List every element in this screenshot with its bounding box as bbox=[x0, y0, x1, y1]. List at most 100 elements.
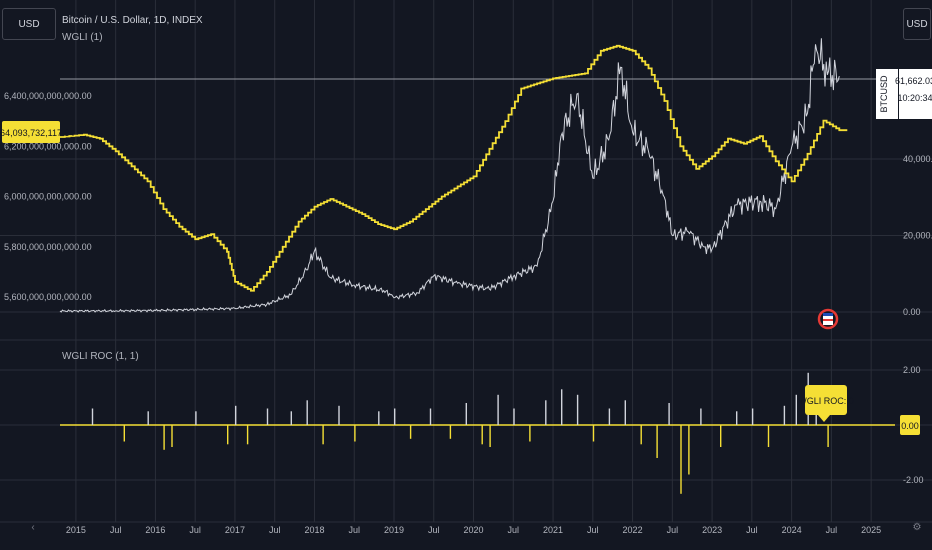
indicator-label[interactable]: WGLI (1) bbox=[62, 32, 103, 43]
btc-price-tag bbox=[899, 69, 932, 119]
left-axis-tick-label: 6,200,000,000,000.00 bbox=[4, 141, 92, 151]
left-currency-button[interactable]: USD bbox=[2, 8, 56, 40]
roc-bar bbox=[680, 425, 682, 494]
roc-axis-tick-label: -2.00 bbox=[903, 475, 924, 485]
symbol-title: Bitcoin / U.S. Dollar, 1D, INDEX bbox=[62, 15, 203, 26]
roc-bar bbox=[783, 405, 786, 426]
roc-bar bbox=[608, 408, 611, 425]
time-axis-tick-label: Jul bbox=[189, 525, 201, 535]
left-axis-tick-label: 5,600,000,000,000.00 bbox=[4, 292, 92, 302]
btc-countdown-text: 10:20:34 bbox=[897, 93, 932, 103]
time-axis-tick-label: Jul bbox=[508, 525, 520, 535]
settings-icon[interactable]: ⚙ bbox=[913, 522, 922, 533]
left-price-axis[interactable]: 6,400,000,000,000.00 6,200,000,000,000.00… bbox=[4, 91, 92, 302]
roc-bar bbox=[449, 425, 452, 439]
roc-bar bbox=[306, 400, 308, 426]
grid-lines bbox=[0, 0, 932, 522]
roc-bar bbox=[246, 425, 249, 445]
right-axis-tick-label: 20,000.00 bbox=[903, 231, 932, 241]
roc-bar bbox=[354, 425, 356, 442]
roc-value-tag bbox=[900, 415, 920, 435]
roc-price-axis[interactable]: 2.00 -2.00 bbox=[903, 365, 924, 485]
btc-price-series bbox=[59, 38, 840, 313]
roc-bar bbox=[163, 425, 165, 450]
time-axis-tick-label: 2015 bbox=[66, 525, 86, 535]
roc-bar bbox=[751, 408, 754, 425]
roc-bar bbox=[767, 425, 770, 447]
roc-bar bbox=[736, 411, 738, 426]
roc-bar bbox=[656, 425, 658, 458]
roc-bar bbox=[195, 411, 197, 426]
roc-bar bbox=[481, 425, 483, 445]
roc-bar bbox=[700, 408, 702, 425]
btc-price-text: 61,662.03 bbox=[895, 76, 932, 86]
roc-bar bbox=[624, 400, 626, 426]
roc-histogram bbox=[91, 372, 829, 494]
roc-bar bbox=[795, 394, 797, 426]
roc-bar bbox=[147, 411, 149, 426]
btc-symbol-text: BTCUSD bbox=[879, 75, 889, 113]
roc-tooltip: WGLI ROC: 0 bbox=[798, 385, 854, 422]
time-axis-tick-label: 2021 bbox=[543, 525, 563, 535]
roc-bar bbox=[576, 394, 579, 426]
roc-bar bbox=[668, 403, 670, 425]
roc-bar bbox=[91, 408, 94, 425]
roc-indicator-label[interactable]: WGLI ROC (1, 1) bbox=[62, 351, 139, 362]
time-axis-tick-label: Jul bbox=[667, 525, 679, 535]
roc-bar bbox=[322, 425, 324, 445]
time-axis-tick-label: Jul bbox=[826, 525, 838, 535]
roc-tooltip-box bbox=[805, 385, 847, 415]
roc-bar bbox=[290, 411, 292, 426]
roc-bar bbox=[409, 425, 412, 439]
wgli-value-tag bbox=[2, 121, 60, 143]
roc-bar bbox=[513, 408, 515, 425]
right-price-axis[interactable]: 40,000.00 20,000.00 0.00 bbox=[903, 154, 932, 317]
time-axis-tick-label: 2025 bbox=[861, 525, 881, 535]
roc-axis-tick-label: 2.00 bbox=[903, 365, 921, 375]
roc-bar bbox=[640, 425, 642, 445]
left-axis-tick-label: 6,000,000,000,000.00 bbox=[4, 192, 92, 202]
roc-bar bbox=[235, 405, 237, 426]
roc-bar bbox=[529, 425, 531, 442]
time-axis-tick-label: Jul bbox=[746, 525, 758, 535]
roc-bar bbox=[394, 408, 396, 425]
time-axis-tick-label: 2017 bbox=[225, 525, 245, 535]
roc-bar bbox=[561, 389, 563, 426]
roc-tooltip-pointer bbox=[818, 415, 830, 422]
wgli-value-tag-text: 6,264,093,732,117.94 bbox=[0, 128, 74, 138]
roc-value-tag-text: 0.00 bbox=[901, 421, 919, 431]
roc-tooltip-text: WGLI ROC: 0 bbox=[798, 396, 854, 406]
left-scroll-icon[interactable]: ‹ bbox=[31, 522, 34, 533]
roc-bar bbox=[378, 411, 380, 426]
roc-bar bbox=[123, 425, 125, 442]
right-currency-button[interactable]: USD bbox=[903, 8, 931, 40]
time-axis[interactable]: 2015 Jul 2016 Jul 2017 Jul 2018 Jul 2019 Jul 2020 J… bbox=[66, 525, 881, 535]
right-axis-tick-label: 40,000.00 bbox=[903, 154, 932, 164]
roc-bar bbox=[266, 408, 269, 425]
time-axis-tick-label: 2019 bbox=[384, 525, 404, 535]
flag-icon[interactable] bbox=[817, 308, 839, 330]
time-axis-tick-label: 2018 bbox=[304, 525, 324, 535]
time-axis-tick-label: Jul bbox=[110, 525, 122, 535]
time-axis-tick-label: Jul bbox=[587, 525, 599, 535]
roc-bar bbox=[489, 425, 491, 447]
roc-bar bbox=[171, 425, 173, 447]
time-axis-tick-label: 2020 bbox=[464, 525, 484, 535]
roc-bar bbox=[338, 405, 340, 426]
time-axis-tick-label: Jul bbox=[428, 525, 440, 535]
roc-bar bbox=[720, 425, 722, 447]
time-axis-tick-label: Jul bbox=[269, 525, 281, 535]
roc-bar bbox=[688, 425, 690, 475]
btc-symbol-tag bbox=[876, 69, 898, 119]
time-axis-tick-label: Jul bbox=[348, 525, 360, 535]
roc-bar bbox=[465, 403, 467, 425]
roc-bar bbox=[545, 400, 547, 426]
time-axis-tick-label: 2022 bbox=[623, 525, 643, 535]
time-axis-tick-label: 2016 bbox=[145, 525, 165, 535]
time-axis-tick-label: 2024 bbox=[782, 525, 802, 535]
roc-bar bbox=[429, 408, 432, 425]
wgli-series bbox=[60, 44, 848, 292]
roc-bar bbox=[827, 425, 829, 447]
roc-bar bbox=[227, 425, 229, 445]
